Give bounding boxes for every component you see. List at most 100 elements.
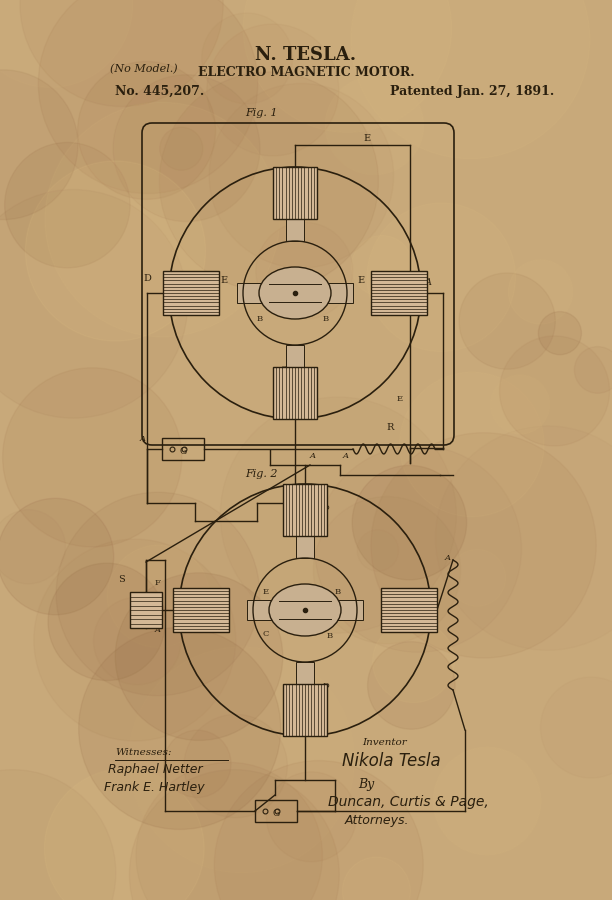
Text: A: A xyxy=(310,452,316,460)
Circle shape xyxy=(113,75,260,221)
Text: G: G xyxy=(179,447,187,456)
Text: C: C xyxy=(263,630,269,638)
Text: F: F xyxy=(297,509,303,517)
Circle shape xyxy=(107,545,209,647)
Text: A: A xyxy=(140,435,146,443)
Circle shape xyxy=(136,762,323,900)
Circle shape xyxy=(368,642,455,729)
Circle shape xyxy=(26,161,206,341)
Circle shape xyxy=(39,0,258,194)
Bar xyxy=(273,167,317,219)
Bar xyxy=(255,800,297,822)
Text: R: R xyxy=(386,423,394,432)
Text: C: C xyxy=(281,365,288,373)
Bar xyxy=(237,283,269,303)
Bar xyxy=(296,536,314,558)
Circle shape xyxy=(266,772,356,861)
Bar xyxy=(173,588,229,632)
Text: A: A xyxy=(445,554,451,562)
Text: F: F xyxy=(155,579,161,587)
Circle shape xyxy=(243,0,452,132)
Circle shape xyxy=(115,573,283,741)
Text: E: E xyxy=(397,395,403,403)
Bar xyxy=(283,684,327,736)
Circle shape xyxy=(459,273,555,369)
Circle shape xyxy=(433,747,541,855)
Text: D: D xyxy=(323,504,330,512)
Circle shape xyxy=(202,13,293,104)
Circle shape xyxy=(400,372,544,517)
Circle shape xyxy=(48,563,165,680)
Text: F: F xyxy=(287,189,293,197)
Ellipse shape xyxy=(269,584,341,636)
Circle shape xyxy=(351,236,412,297)
Bar xyxy=(321,283,353,303)
Text: B: B xyxy=(257,315,263,323)
Circle shape xyxy=(373,621,455,703)
Text: Patented Jan. 27, 1891.: Patented Jan. 27, 1891. xyxy=(390,85,554,98)
Text: Duncan, Curtis & Page,: Duncan, Curtis & Page, xyxy=(328,795,489,809)
Bar xyxy=(286,345,304,367)
Text: E: E xyxy=(220,276,227,285)
Text: E: E xyxy=(293,628,299,636)
Text: By: By xyxy=(358,778,375,791)
Ellipse shape xyxy=(259,267,331,319)
Circle shape xyxy=(2,368,182,547)
Circle shape xyxy=(342,857,411,900)
Circle shape xyxy=(45,103,280,337)
Text: Attorneys.: Attorneys. xyxy=(345,814,409,827)
Text: E: E xyxy=(363,134,370,143)
Circle shape xyxy=(160,127,203,170)
Circle shape xyxy=(79,627,281,830)
Text: Inventor: Inventor xyxy=(362,738,407,747)
Bar xyxy=(381,588,437,632)
Circle shape xyxy=(209,84,394,268)
Circle shape xyxy=(499,336,610,446)
Text: Raphael Netter: Raphael Netter xyxy=(108,763,203,776)
Bar xyxy=(283,484,327,536)
Text: N. TESLA.: N. TESLA. xyxy=(255,46,357,64)
Text: D: D xyxy=(310,199,317,207)
Text: ELECTRO MAGNETIC MOTOR.: ELECTRO MAGNETIC MOTOR. xyxy=(198,66,414,79)
Circle shape xyxy=(371,433,596,658)
Text: D: D xyxy=(323,682,330,690)
Bar xyxy=(130,592,162,628)
Circle shape xyxy=(325,76,424,175)
Circle shape xyxy=(509,260,573,324)
Circle shape xyxy=(130,770,339,900)
Text: B: B xyxy=(335,588,341,596)
Text: B: B xyxy=(323,315,329,323)
Text: No. 445,207.: No. 445,207. xyxy=(115,85,204,98)
Circle shape xyxy=(539,311,581,355)
Circle shape xyxy=(164,730,231,797)
Bar xyxy=(163,271,219,315)
Text: S: S xyxy=(118,575,125,584)
Text: Nikola Tesla: Nikola Tesla xyxy=(342,752,441,770)
Circle shape xyxy=(0,499,114,615)
Circle shape xyxy=(0,190,188,418)
Circle shape xyxy=(214,760,424,900)
Circle shape xyxy=(56,492,259,696)
Text: Frank E. Hartley: Frank E. Hartley xyxy=(104,781,204,794)
Text: F: F xyxy=(307,371,313,379)
Bar xyxy=(371,271,427,315)
Circle shape xyxy=(78,61,215,200)
Circle shape xyxy=(34,539,236,741)
Text: C: C xyxy=(283,269,289,277)
Text: A: A xyxy=(155,626,161,634)
Circle shape xyxy=(207,24,339,156)
Bar xyxy=(331,600,363,620)
Text: G: G xyxy=(272,809,280,818)
Circle shape xyxy=(367,203,515,352)
Text: E: E xyxy=(357,276,364,285)
Text: (No Model.): (No Model.) xyxy=(110,64,177,74)
Text: Fig. 2: Fig. 2 xyxy=(245,469,277,479)
Circle shape xyxy=(20,0,223,106)
Text: A: A xyxy=(425,278,432,287)
Circle shape xyxy=(491,375,550,434)
Text: D: D xyxy=(143,274,151,283)
Text: Fig. 1: Fig. 1 xyxy=(245,108,277,118)
Bar xyxy=(162,438,204,460)
Circle shape xyxy=(5,142,130,268)
Text: C: C xyxy=(297,686,304,694)
